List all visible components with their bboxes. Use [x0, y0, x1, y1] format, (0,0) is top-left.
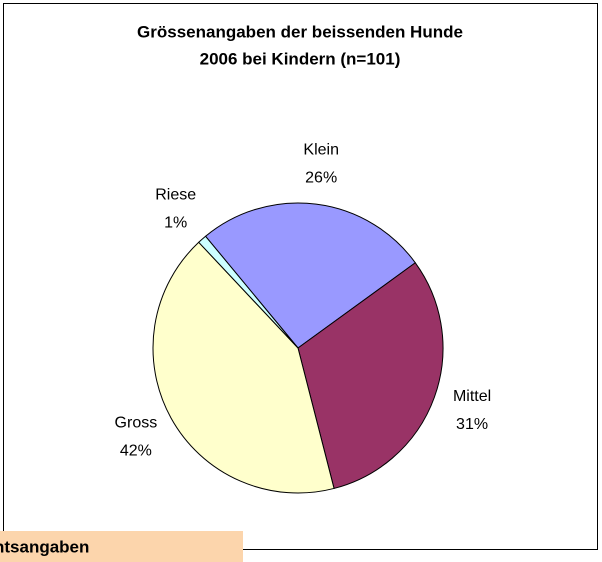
chart-title: Grössenangaben der beissenden Hunde — [137, 22, 463, 41]
footer-tab: ntsangaben — [0, 531, 243, 562]
pie-slice — [152, 241, 335, 494]
pie-slice — [297, 262, 444, 490]
slice-label: Klein — [303, 142, 339, 159]
pie: Klein 26% Mittel 31% Gross 42% Riese 1% — [115, 142, 491, 494]
slice-value-label: 42% — [120, 442, 152, 459]
slice-value-label: 26% — [305, 170, 337, 187]
chart-title: 2006 bei Kindern (n=101) — [200, 49, 401, 68]
pie-slice — [204, 202, 417, 349]
pie-slice — [198, 235, 299, 349]
slice-label: Gross — [115, 414, 158, 431]
tab-background — [0, 531, 243, 562]
slice-value-label: 1% — [164, 214, 187, 231]
slice-label: Riese — [155, 186, 196, 203]
slice-label: Mittel — [453, 388, 491, 405]
tab-label: ntsangaben — [0, 537, 89, 556]
slice-value-label: 31% — [456, 416, 488, 433]
